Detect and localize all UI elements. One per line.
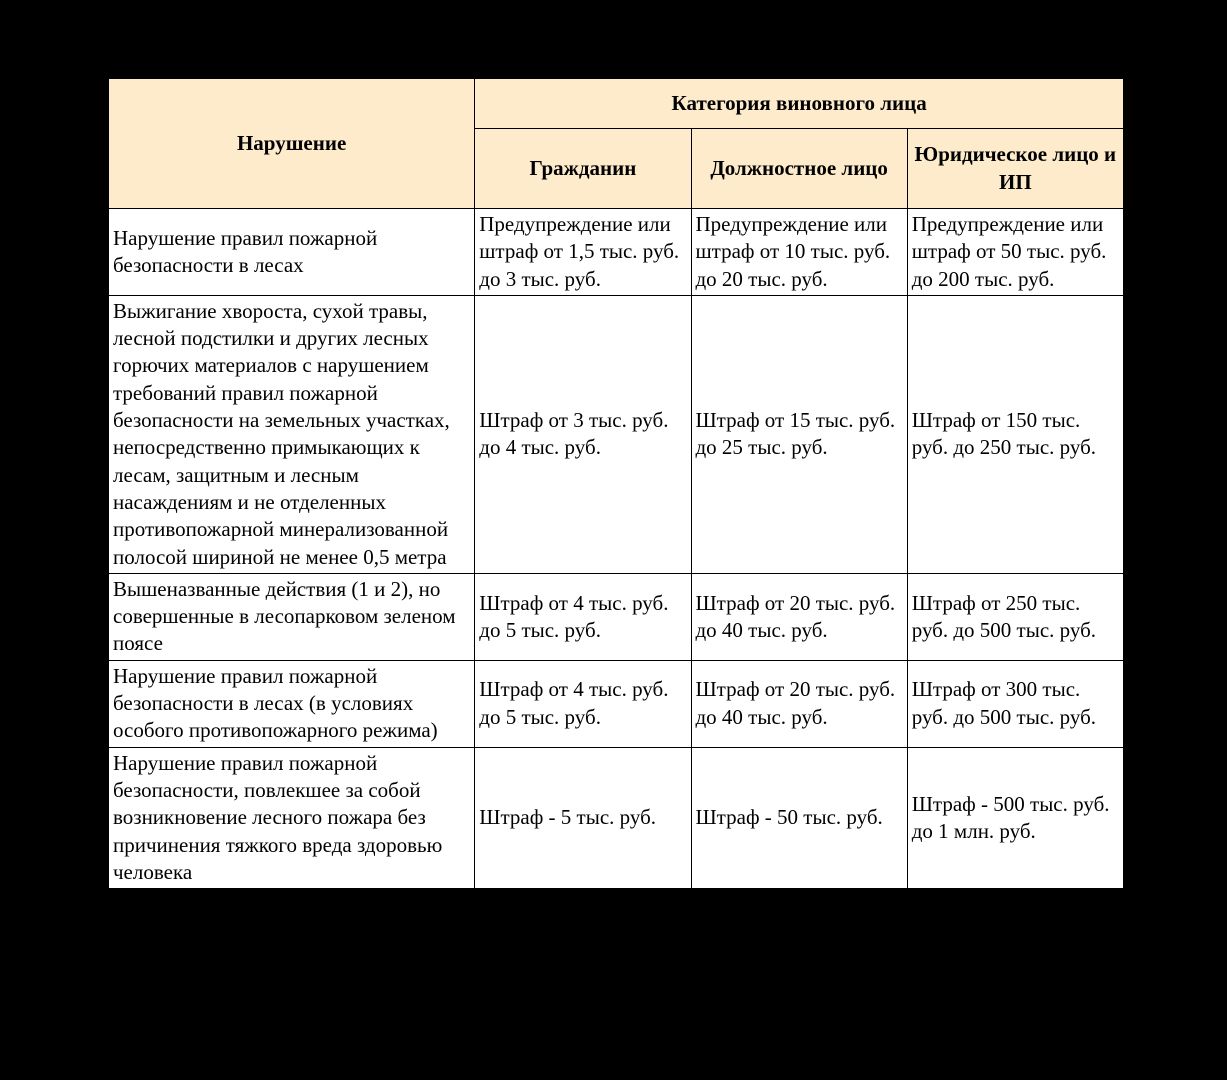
- cell-legal: Предупреждение или штраф от 50 тыс. руб.…: [907, 209, 1123, 296]
- header-row-1: Нарушение Категория виновного лица: [109, 79, 1124, 129]
- table-row: Вышеназванные действия (1 и 2), но совер…: [109, 573, 1124, 660]
- cell-official: Штраф от 15 тыс. руб. до 25 тыс. руб.: [691, 295, 907, 573]
- cell-violation: Нарушение правил пожарной безопасности в…: [109, 660, 475, 747]
- cell-official: Штраф от 20 тыс. руб. до 40 тыс. руб.: [691, 573, 907, 660]
- cell-citizen: Штраф от 3 тыс. руб. до 4 тыс. руб.: [475, 295, 691, 573]
- header-violation: Нарушение: [109, 79, 475, 209]
- cell-citizen: Штраф - 5 тыс. руб.: [475, 747, 691, 888]
- fines-table-wrapper: Нарушение Категория виновного лица Гражд…: [108, 78, 1124, 889]
- table-row: Нарушение правил пожарной безопасности в…: [109, 209, 1124, 296]
- header-category-group: Категория виновного лица: [475, 79, 1124, 129]
- table-row: Нарушение правил пожарной безопасности в…: [109, 660, 1124, 747]
- header-citizen: Гражданин: [475, 129, 691, 209]
- cell-legal: Штраф от 300 тыс. руб. до 500 тыс. руб.: [907, 660, 1123, 747]
- cell-legal: Штраф от 150 тыс. руб. до 250 тыс. руб.: [907, 295, 1123, 573]
- cell-official: Штраф от 20 тыс. руб. до 40 тыс. руб.: [691, 660, 907, 747]
- cell-violation: Нарушение правил пожарной безопасности в…: [109, 209, 475, 296]
- cell-citizen: Штраф от 4 тыс. руб. до 5 тыс. руб.: [475, 573, 691, 660]
- cell-citizen: Штраф от 4 тыс. руб. до 5 тыс. руб.: [475, 660, 691, 747]
- table-body: Нарушение правил пожарной безопасности в…: [109, 209, 1124, 889]
- cell-violation: Нарушение правил пожарной безопасности, …: [109, 747, 475, 888]
- header-official: Должностное лицо: [691, 129, 907, 209]
- table-header: Нарушение Категория виновного лица Гражд…: [109, 79, 1124, 209]
- cell-violation: Выжигание хвороста, сухой травы, лесной …: [109, 295, 475, 573]
- table-row: Выжигание хвороста, сухой травы, лесной …: [109, 295, 1124, 573]
- cell-official: Штраф - 50 тыс. руб.: [691, 747, 907, 888]
- cell-legal: Штраф от 250 тыс. руб. до 500 тыс. руб.: [907, 573, 1123, 660]
- fines-table: Нарушение Категория виновного лица Гражд…: [108, 78, 1124, 889]
- cell-violation: Вышеназванные действия (1 и 2), но совер…: [109, 573, 475, 660]
- cell-official: Предупреждение или штраф от 10 тыс. руб.…: [691, 209, 907, 296]
- cell-legal: Штраф - 500 тыс. руб. до 1 млн. руб.: [907, 747, 1123, 888]
- header-legal: Юридическое лицо и ИП: [907, 129, 1123, 209]
- table-row: Нарушение правил пожарной безопасности, …: [109, 747, 1124, 888]
- cell-citizen: Предупреждение или штраф от 1,5 тыс. руб…: [475, 209, 691, 296]
